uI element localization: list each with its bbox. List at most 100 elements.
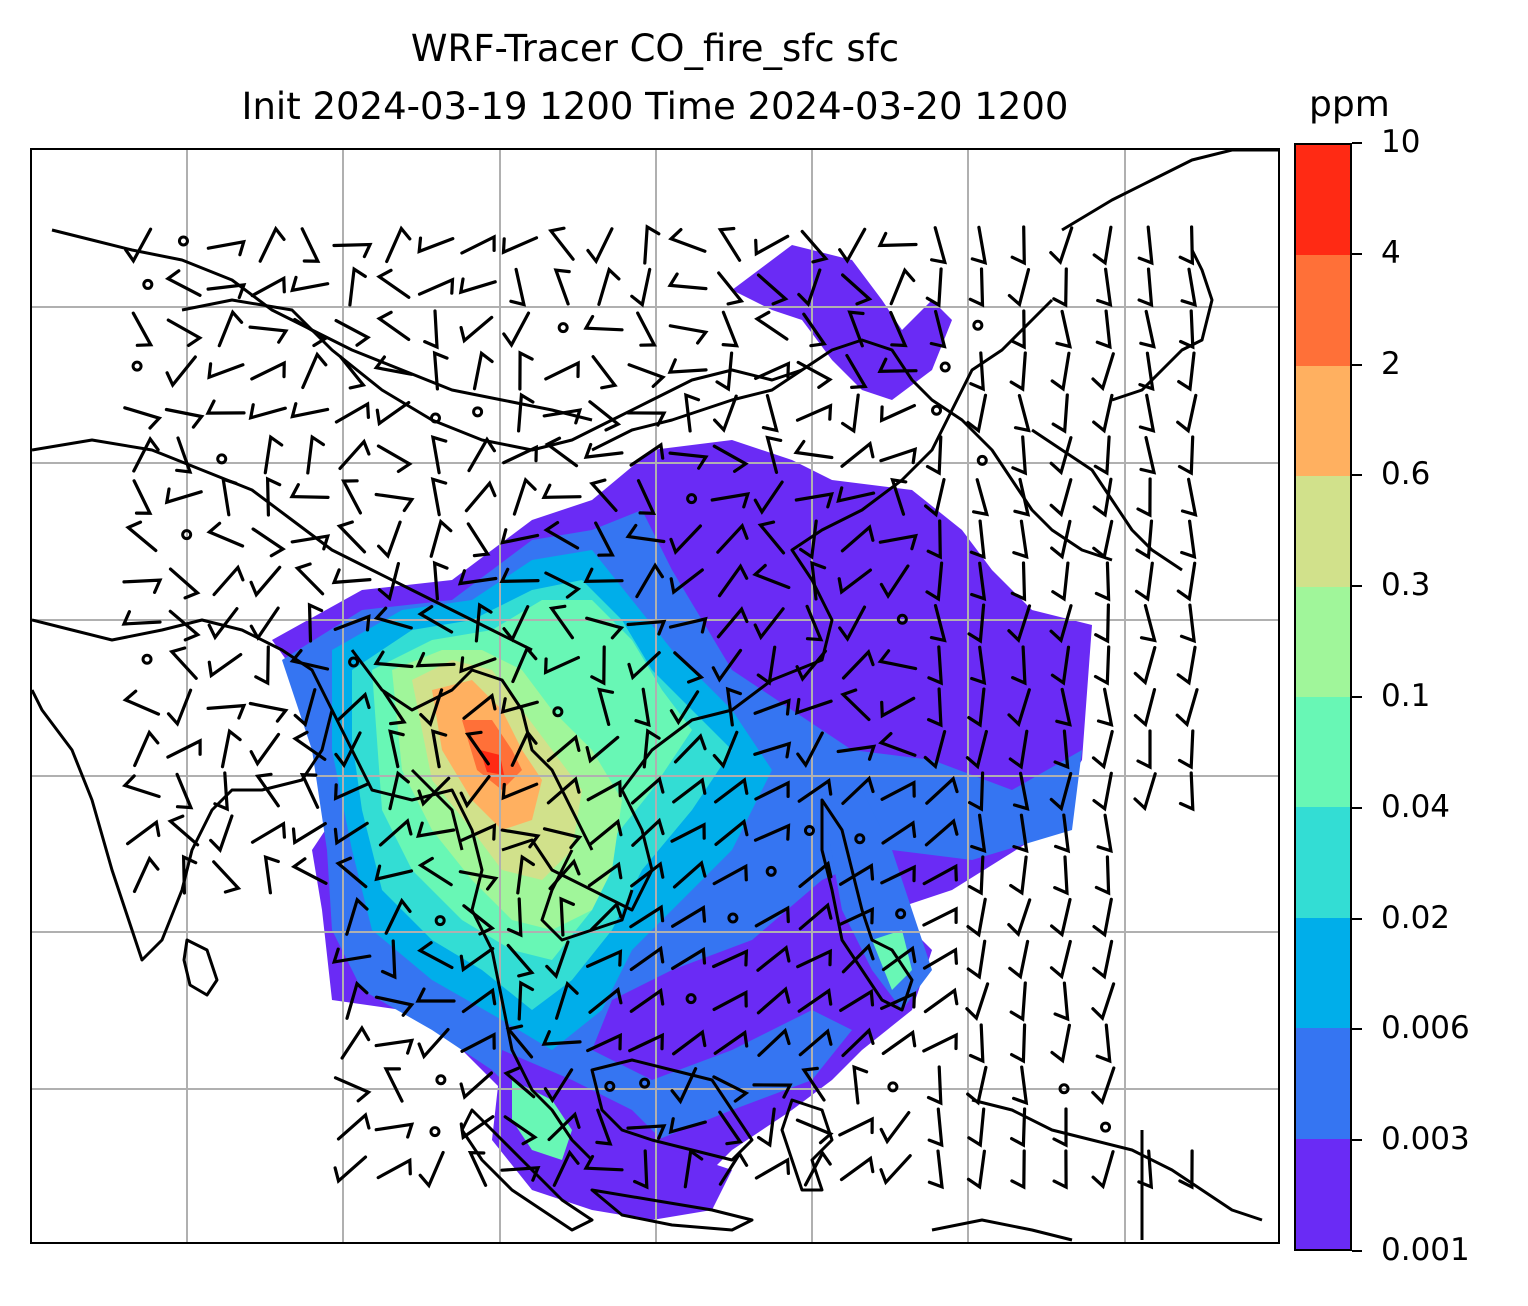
- wind-barb: [376, 1157, 412, 1180]
- wind-barb: [1177, 435, 1195, 476]
- wind-barb: [217, 309, 244, 348]
- wind-barb: [586, 949, 623, 968]
- wind-barb: [840, 688, 871, 722]
- wind-barb: [627, 363, 666, 388]
- wind-barb: [589, 478, 618, 512]
- wind-barb: [628, 1032, 664, 1053]
- wind-barb: [206, 239, 246, 257]
- wind-barb: [970, 645, 987, 686]
- wind-barb: [716, 522, 749, 554]
- calm-wind-marker: [472, 406, 484, 418]
- wind-barb: [460, 823, 497, 842]
- coastline-indochina: [330, 298, 1054, 1162]
- wind-barb: [212, 564, 245, 597]
- wind-barb: [1010, 309, 1026, 350]
- wind-barb: [805, 604, 824, 642]
- wind-barb: [131, 311, 154, 347]
- wind-barb: [122, 689, 161, 716]
- wind-barb: [714, 818, 749, 846]
- wind-barb: [754, 310, 789, 341]
- wind-barb: [966, 393, 988, 434]
- calm-wind-marker: [896, 613, 908, 625]
- wind-barb: [501, 782, 539, 801]
- wind-barb: [1050, 645, 1071, 686]
- wind-barb: [881, 1029, 917, 1055]
- wind-barb: [839, 988, 875, 1012]
- wind-barb: [168, 609, 201, 642]
- wind-barb: [922, 1032, 958, 1053]
- wind-barb: [207, 607, 239, 641]
- wind-barb: [877, 231, 918, 248]
- wind-barb: [800, 229, 829, 264]
- wind-barb: [794, 697, 833, 716]
- wind-barb: [289, 483, 330, 499]
- wind-barb: [753, 823, 791, 842]
- wind-barb: [541, 1030, 582, 1046]
- wind-barb: [164, 407, 205, 429]
- wind-barb: [926, 1065, 943, 1106]
- wind-barb: [583, 1154, 624, 1172]
- wind-barb: [168, 646, 198, 680]
- wind-barbs: [121, 224, 1199, 1190]
- colorbar-segment: [1296, 586, 1350, 697]
- wind-barb: [506, 943, 535, 978]
- wind-barb: [331, 568, 372, 585]
- wind-barb: [718, 1110, 743, 1146]
- wind-barb: [263, 854, 280, 895]
- wind-barb: [254, 645, 270, 686]
- wind-barb: [712, 444, 749, 473]
- wind-barb: [121, 610, 162, 626]
- wind-barb: [878, 732, 917, 757]
- wind-barb: [1178, 1149, 1194, 1190]
- wind-barb: [376, 310, 411, 341]
- wind-barb: [500, 828, 541, 849]
- wind-barb: [1178, 771, 1195, 812]
- wind-barb: [1096, 687, 1114, 727]
- wind-barb: [430, 477, 448, 517]
- calm-wind-marker: [131, 360, 143, 372]
- wind-barb: [669, 524, 702, 555]
- wind-barb: [585, 616, 625, 640]
- wind-barb: [417, 277, 455, 296]
- wind-barb: [765, 435, 783, 474]
- wind-barb: [1009, 351, 1027, 392]
- wind-barb: [840, 440, 875, 468]
- wind-barb: [1007, 604, 1032, 644]
- wind-barb: [925, 267, 943, 308]
- calm-wind-marker: [939, 361, 951, 373]
- wind-barb: [1138, 393, 1156, 433]
- wind-barb: [673, 733, 707, 764]
- wind-barb: [460, 1032, 496, 1053]
- calm-wind-marker: [142, 278, 154, 290]
- wind-barb: [1012, 519, 1029, 560]
- wind-barb: [795, 403, 833, 422]
- lat-lon-gridlines: [32, 150, 1278, 1242]
- wind-barb: [220, 728, 242, 769]
- wind-barb: [263, 434, 284, 475]
- wind-barb: [290, 534, 331, 551]
- wind-barb: [968, 771, 985, 812]
- wind-barb: [1053, 981, 1070, 1022]
- calm-wind-marker: [639, 1077, 651, 1089]
- wind-barb: [879, 404, 916, 423]
- wind-barb: [1050, 1023, 1071, 1064]
- wind-barb: [419, 688, 444, 728]
- calm-wind-marker: [972, 319, 984, 331]
- wind-barb: [377, 520, 402, 559]
- wind-barb: [544, 360, 580, 381]
- wind-barb: [340, 1024, 371, 1060]
- coastline-sulawesi: [780, 1098, 834, 1192]
- wind-barb: [511, 645, 538, 684]
- wind-barb: [712, 989, 748, 1011]
- colorbar-unit-label: ppm: [1309, 84, 1390, 125]
- calm-wind-marker: [429, 1126, 441, 1138]
- wind-barb: [388, 770, 410, 811]
- wind-barb: [1092, 897, 1113, 938]
- wind-barb: [597, 687, 615, 726]
- wind-barb: [333, 1076, 372, 1103]
- wind-barb: [1010, 561, 1027, 602]
- wind-barb: [970, 561, 987, 602]
- chart-title-line1: WRF-Tracer CO_fire_sfc sfc: [410, 27, 900, 70]
- calm-wind-marker: [435, 1074, 447, 1086]
- wind-barb: [1180, 519, 1197, 560]
